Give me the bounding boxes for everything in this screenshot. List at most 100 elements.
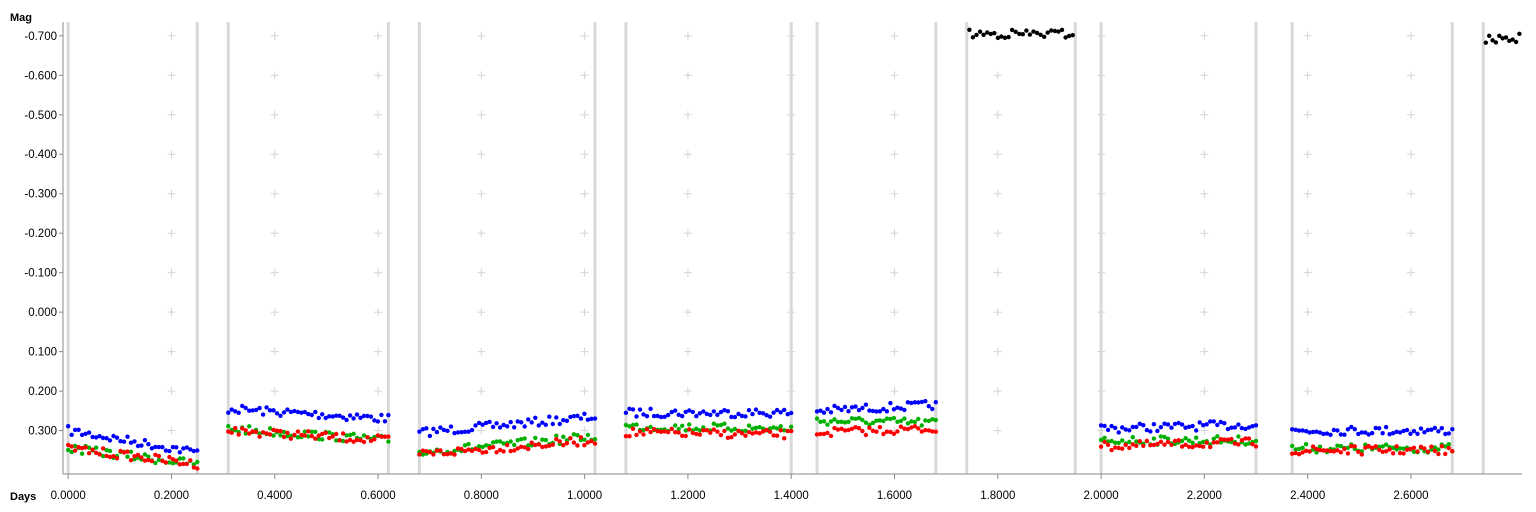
session-boundary-line <box>1099 22 1103 474</box>
data-point <box>177 450 182 455</box>
grid-plus-marker <box>167 387 176 396</box>
data-point <box>1425 427 1431 433</box>
data-point <box>1394 447 1399 452</box>
data-point <box>90 434 95 440</box>
data-point <box>100 446 106 451</box>
data-point <box>902 416 907 421</box>
data-point <box>881 406 886 412</box>
data-point <box>1102 439 1107 445</box>
data-point <box>743 414 748 419</box>
data-point <box>69 449 74 455</box>
data-point <box>236 410 241 415</box>
data-point <box>114 435 120 440</box>
data-point <box>863 402 869 407</box>
data-point <box>1211 440 1217 445</box>
data-point <box>658 429 664 434</box>
data-point <box>1408 446 1413 452</box>
grid-plus-marker <box>1303 229 1312 238</box>
data-point <box>257 434 262 439</box>
data-point <box>1411 428 1417 434</box>
data-point <box>1490 38 1495 43</box>
data-point <box>757 431 762 436</box>
data-point <box>1436 451 1441 457</box>
data-point <box>424 426 429 431</box>
data-point <box>630 426 636 431</box>
data-point <box>1222 437 1227 442</box>
data-point <box>1342 446 1347 452</box>
data-point <box>1208 444 1213 450</box>
data-point <box>1373 425 1378 431</box>
data-point <box>347 413 353 418</box>
data-point <box>86 445 92 450</box>
grid-plus-marker <box>374 31 383 40</box>
x-ticks: 0.0000 0.2000 0.4000 0.6000 0.8000 1.0000 1.20… <box>51 474 1429 502</box>
data-point <box>372 437 377 442</box>
grid-plus-marker <box>374 268 383 277</box>
grid-plus-marker <box>580 71 589 80</box>
data-point <box>90 447 95 452</box>
data-point <box>818 408 823 413</box>
data-point <box>1120 446 1125 451</box>
data-point <box>1098 444 1104 449</box>
grid-plus-marker <box>270 308 279 317</box>
data-point <box>167 448 172 454</box>
data-point <box>697 411 702 416</box>
data-point <box>818 431 823 437</box>
data-point <box>1137 421 1143 426</box>
data-point <box>100 435 106 441</box>
data-point <box>919 423 924 428</box>
data-point <box>1113 440 1118 445</box>
data-point <box>839 407 844 413</box>
data-point <box>623 434 629 439</box>
data-point <box>424 449 429 454</box>
data-point <box>260 430 266 435</box>
data-point <box>540 420 545 425</box>
data-point <box>849 426 855 431</box>
data-point <box>1387 432 1392 437</box>
data-point <box>1432 448 1438 454</box>
data-point <box>571 414 577 419</box>
data-point <box>644 414 650 419</box>
data-point <box>568 414 573 420</box>
data-point <box>1134 424 1139 430</box>
data-point <box>1151 442 1157 448</box>
x-tick-label: 1.6000 <box>877 490 912 502</box>
grid-plus-marker <box>1303 189 1312 198</box>
data-point <box>267 432 273 437</box>
data-point <box>149 446 155 451</box>
data-point <box>264 431 269 436</box>
grid-plus-marker <box>1200 347 1209 356</box>
data-point <box>782 428 787 433</box>
data-point <box>1034 30 1040 36</box>
grid-plus-marker <box>477 150 486 159</box>
data-point <box>125 454 130 459</box>
data-point <box>1401 428 1406 434</box>
data-point <box>1253 423 1259 428</box>
data-point <box>902 426 907 431</box>
data-point <box>789 428 794 434</box>
data-point <box>711 409 716 414</box>
data-point <box>247 408 252 413</box>
data-point <box>146 454 151 459</box>
data-point <box>79 445 85 451</box>
data-point <box>895 429 900 434</box>
data-point <box>441 452 447 457</box>
data-point <box>874 418 879 423</box>
session-boundary-line <box>195 22 199 474</box>
data-point <box>750 411 755 417</box>
data-point <box>368 414 374 419</box>
data-point <box>701 428 706 433</box>
data-point <box>170 444 176 450</box>
grid-plus-marker <box>683 268 692 277</box>
data-point <box>905 421 911 426</box>
data-point <box>344 433 349 438</box>
data-point <box>379 412 384 418</box>
data-point <box>835 419 841 425</box>
data-point <box>243 428 248 433</box>
data-point <box>860 417 865 423</box>
data-point <box>825 406 830 412</box>
data-point <box>354 412 360 417</box>
data-point <box>1497 33 1502 38</box>
data-point <box>575 433 580 438</box>
data-point <box>1387 447 1392 452</box>
